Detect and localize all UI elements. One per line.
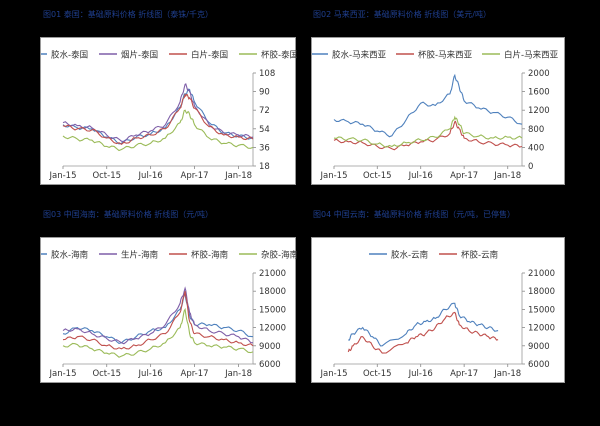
legend-label: 杯胶-泰国 <box>261 50 297 61</box>
legend-label: 烟片-泰国 <box>121 50 158 61</box>
legend: 胶水-云南 杯胶-云南 <box>369 250 498 261</box>
chart-svg-thailand: 胶水-泰国 烟片-泰国 白片-泰国 杯胶-泰国 108 90 72 54 36 18 Jan-15 O… <box>29 50 298 181</box>
y-tick-label: 72 <box>259 106 270 116</box>
chart-panel-hainan: 胶水-海南 生片-海南 杯胶-海南 杂胶-海南 21000 18000 15000 12000… <box>29 237 298 383</box>
legend-label: 白片-泰国 <box>191 50 228 61</box>
legend-label: 生片-海南 <box>121 250 158 261</box>
y-tick-label: 12000 <box>528 324 555 334</box>
series-line <box>62 286 254 345</box>
x-tick-label: Jan-18 <box>224 171 252 181</box>
x-tick-label: Apr-17 <box>450 171 478 181</box>
x-tick-label: Jul-16 <box>138 171 163 181</box>
series-line <box>333 73 523 138</box>
series-line <box>62 307 254 358</box>
chart-svg-hainan: 胶水-海南 生片-海南 杯胶-海南 杂胶-海南 21000 18000 15000 12000… <box>29 250 298 379</box>
x-tick-label: Jan-18 <box>493 369 521 379</box>
x-tick-label: Jan-18 <box>224 369 252 379</box>
x-tick-label: Apr-17 <box>450 369 478 379</box>
chart-panel-malaysia: 胶水-马来西亚 杯胶-马来西亚 白片-马来西亚 2000 1600 1200 800 400 0… <box>310 37 565 185</box>
y-tick-label: 90 <box>259 88 270 98</box>
legend: 胶水-马来西亚 杯胶-马来西亚 白片-马来西亚 <box>310 50 559 61</box>
x-tick-label: Jul-16 <box>408 171 433 181</box>
y-tick-label: 800 <box>528 125 544 135</box>
x-tick-label: Jan-15 <box>320 171 348 181</box>
y-tick-label: 6000 <box>528 360 550 370</box>
x-tick-label: Jan-15 <box>49 369 77 379</box>
x-tick-label: Jan-18 <box>493 171 521 181</box>
x-tick-label: Jan-15 <box>320 369 348 379</box>
x-tick-label: Apr-17 <box>181 171 209 181</box>
y-tick-label: 2000 <box>528 69 550 79</box>
legend-label: 白片-马来西亚 <box>504 50 559 61</box>
y-tick-label: 9000 <box>528 342 550 352</box>
legend-label: 杯胶-马来西亚 <box>418 50 473 61</box>
chart-svg-malaysia: 胶水-马来西亚 杯胶-马来西亚 白片-马来西亚 2000 1600 1200 800 400 0… <box>310 50 559 181</box>
y-tick-label: 21000 <box>528 269 555 279</box>
legend-label: 胶水-云南 <box>391 250 428 261</box>
y-tick-label: 9000 <box>259 342 281 352</box>
chart-panel-yunnan: 胶水-云南 杯胶-云南 21000 18000 15000 12000 9000 6000 Ja… <box>311 237 565 383</box>
legend-label: 胶水-泰国 <box>51 50 88 61</box>
chart-caption-3: 图03 中国海南：基础原料价格 折线图（元/吨） <box>43 210 213 219</box>
y-tick-label: 36 <box>259 143 270 153</box>
x-tick-label: Oct-15 <box>363 369 392 379</box>
chart-caption-2: 图02 马来西亚：基础原料价格 折线图（美元/吨） <box>313 10 491 19</box>
series-line <box>333 115 523 148</box>
x-tick-label: Oct-15 <box>92 369 121 379</box>
x-tick-label: Oct-15 <box>363 171 392 181</box>
legend-label: 胶水-海南 <box>51 250 88 261</box>
y-tick-label: 6000 <box>259 360 281 370</box>
chart-caption-4: 图04 中国云南：基础原料价格 折线图（元/吨，已停售） <box>313 210 515 219</box>
chart-panel-thailand: 胶水-泰国 烟片-泰国 白片-泰国 杯胶-泰国 108 90 72 54 36 18 Jan-15 O… <box>29 37 298 185</box>
series-line <box>62 88 254 145</box>
y-tick-label: 18000 <box>528 287 555 297</box>
series-line <box>347 311 499 354</box>
x-tick-label: Jan-15 <box>49 171 77 181</box>
y-tick-label: 18 <box>259 162 270 172</box>
y-tick-label: 0 <box>528 162 533 172</box>
legend: 胶水-海南 生片-海南 杯胶-海南 杂胶-海南 <box>29 250 298 261</box>
y-tick-label: 18000 <box>259 287 286 297</box>
y-tick-label: 15000 <box>528 305 555 315</box>
legend-label: 杯胶-海南 <box>191 250 228 261</box>
legend-label: 杂胶-海南 <box>261 250 297 261</box>
x-tick-label: Jul-16 <box>408 369 433 379</box>
legend: 胶水-泰国 烟片-泰国 白片-泰国 杯胶-泰国 <box>29 50 298 61</box>
series-line <box>333 120 523 151</box>
series-line <box>62 83 254 143</box>
y-tick-label: 12000 <box>259 324 286 334</box>
x-tick-label: Apr-17 <box>181 369 209 379</box>
x-tick-label: Jul-16 <box>138 369 163 379</box>
series-line <box>62 93 254 145</box>
series-line <box>348 302 499 347</box>
y-tick-label: 15000 <box>259 305 286 315</box>
y-tick-label: 108 <box>259 69 275 79</box>
series-line <box>62 292 254 344</box>
series-line <box>62 291 254 350</box>
series-line <box>62 109 254 152</box>
legend-label: 胶水-马来西亚 <box>332 50 387 61</box>
y-tick-label: 54 <box>259 125 270 135</box>
chart-svg-yunnan: 胶水-云南 杯胶-云南 21000 18000 15000 12000 9000 6000 Ja… <box>320 250 556 380</box>
x-tick-label: Oct-15 <box>92 171 121 181</box>
y-tick-label: 1600 <box>528 88 550 98</box>
legend-label: 杯胶-云南 <box>461 250 498 261</box>
y-tick-label: 1200 <box>528 106 550 116</box>
chart-caption-1: 图01 泰国：基础原料价格 折线图（泰铢/千克） <box>43 10 213 19</box>
y-tick-label: 400 <box>528 143 544 153</box>
y-tick-label: 21000 <box>259 269 286 279</box>
